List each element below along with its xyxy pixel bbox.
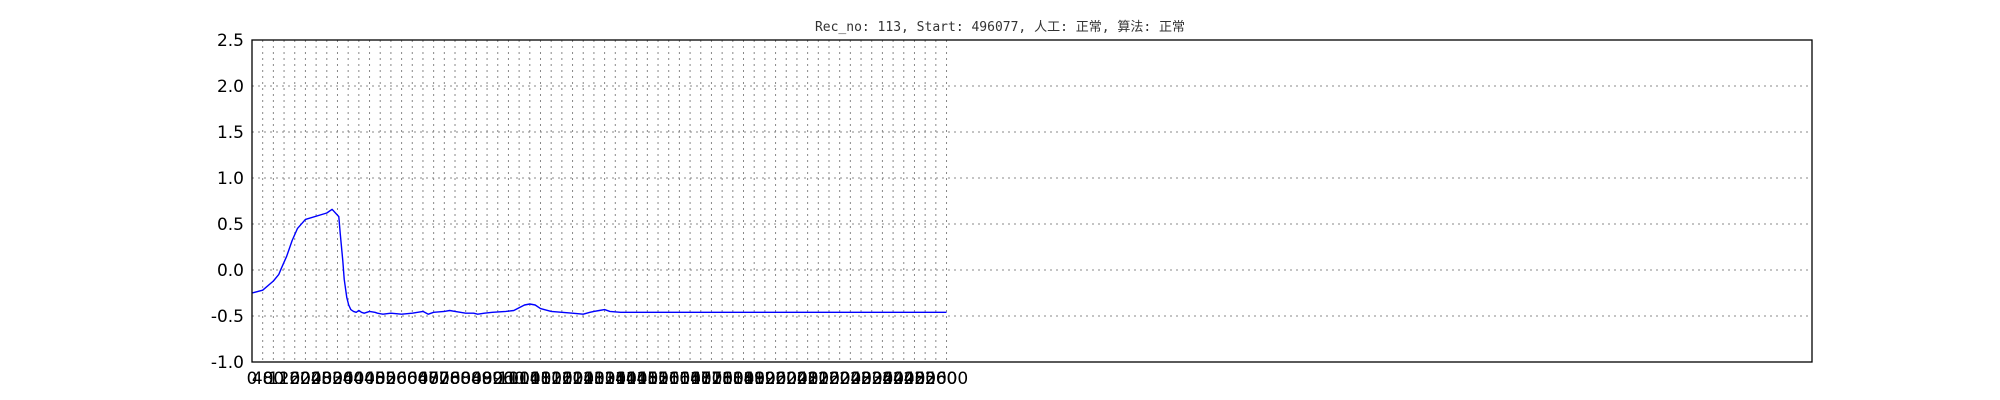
x-tick-label: 1920 [743,369,786,389]
x-tick-label: 1360 [594,369,637,389]
x-tick-label: 2120 [797,369,840,389]
y-tick-label: -0.5 [211,307,244,327]
x-tick-label: 760 [439,369,471,389]
y-tick-label: 1.0 [217,169,244,189]
x-tick-label: 1800 [711,369,754,389]
x-tick-label: 480 [364,369,396,389]
plot-frame [251,39,1813,363]
y-tick-label: 0.5 [217,215,244,235]
x-tick-label: 1880 [733,369,776,389]
x-tick-label: 1640 [668,369,711,389]
x-tick-label: 1760 [701,369,744,389]
x-tick-label: 2000 [765,369,808,389]
x-tick-label: 80 [263,369,285,389]
x-tick-label: 1240 [562,369,605,389]
x-tick-label: 160 [279,369,311,389]
x-tick-label: 2200 [818,369,861,389]
x-tick-label: 920 [482,369,514,389]
x-tick-label: 40 [252,369,274,389]
x-tick-label: 2280 [839,369,882,389]
axis-ticks: 2.52.01.51.00.50.0-0.5-1.004080120160200… [211,31,968,389]
x-tick-label: 320 [321,369,353,389]
ecg-series-line-0 [251,208,947,315]
x-tick-label: 440 [353,369,385,389]
x-tick-label: 2360 [861,369,904,389]
x-tick-label: 2320 [850,369,893,389]
x-tick-label: 680 [417,369,449,389]
x-tick-label: 400 [343,369,375,389]
x-tick-label: 360 [332,369,364,389]
x-tick-label: 800 [449,369,481,389]
x-tick-label: 1040 [508,369,551,389]
x-tick-label: 0 [247,369,258,389]
x-tick-label: 1560 [647,369,690,389]
x-tick-label: 840 [460,369,492,389]
x-tick-label: 1000 [497,369,540,389]
x-tick-label: 120 [268,369,300,389]
x-tick-label: 200 [289,369,321,389]
x-tick-label: 1520 [636,369,679,389]
x-tick-label: 880 [471,369,503,389]
y-tick-label: 2.0 [217,77,244,97]
x-tick-label: 240 [300,369,332,389]
x-tick-label: 1440 [615,369,658,389]
x-tick-label: 1960 [754,369,797,389]
x-tick-label: 280 [311,369,343,389]
x-tick-label: 2440 [882,369,925,389]
x-tick-label: 1600 [658,369,701,389]
x-tick-label: 1280 [572,369,615,389]
x-tick-label: 1080 [519,369,562,389]
x-tick-label: 2080 [786,369,829,389]
y-tick-label: -1.0 [211,353,244,373]
x-tick-label: 2400 [871,369,914,389]
x-tick-label: 2560 [914,369,957,389]
x-tick-label: 1720 [690,369,733,389]
x-tick-label: 1160 [540,369,583,389]
x-tick-label: 1320 [583,369,626,389]
y-tick-label: 0.0 [217,261,244,281]
series-layer [251,208,947,315]
x-tick-label: 1680 [679,369,722,389]
x-tick-label: 1200 [551,369,594,389]
x-tick-label: 2040 [775,369,818,389]
x-tick-label: 640 [407,369,439,389]
x-tick-label: 1400 [604,369,647,389]
x-tick-label: 2600 [925,369,968,389]
x-tick-label: 1480 [626,369,669,389]
x-tick-label: 1120 [530,369,573,389]
x-tick-label: 600 [396,369,428,389]
x-tick-label: 720 [428,369,460,389]
x-tick-label: 1840 [722,369,765,389]
x-tick-label: 2520 [904,369,947,389]
y-tick-label: 1.5 [217,123,244,143]
chart-title: Rec_no: 113, Start: 496077, 人工: 正常, 算法: … [815,20,1185,35]
x-tick-label: 560 [385,369,417,389]
x-tick-label: 2160 [807,369,850,389]
x-tick-label: 2480 [893,369,936,389]
y-tick-label: 2.5 [217,31,244,51]
x-tick-label: 960 [492,369,524,389]
x-tick-label: 2240 [829,369,872,389]
x-tick-label: 520 [375,369,407,389]
